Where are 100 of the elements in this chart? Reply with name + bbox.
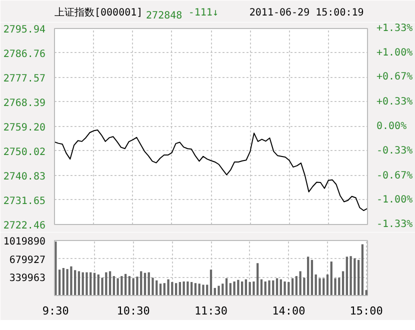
bar	[256, 263, 259, 296]
bar	[210, 270, 212, 296]
bar	[322, 278, 325, 296]
text: -111↓	[188, 8, 218, 18]
y-tick-label: 1019890	[3, 236, 46, 248]
bar	[206, 284, 208, 296]
bar	[358, 260, 360, 296]
bar	[276, 278, 278, 296]
bar	[346, 256, 348, 296]
y-tick-label: 2731.65	[3, 196, 46, 207]
y-tick-label: 2795.94	[3, 24, 46, 36]
bar	[314, 274, 317, 296]
bar	[299, 271, 302, 296]
bar	[318, 278, 321, 296]
bar	[171, 282, 174, 296]
bar	[62, 268, 64, 296]
bar	[144, 272, 146, 296]
y2-tick-label: -1.33%	[376, 219, 413, 230]
y2-tick-label: -0.67%	[376, 170, 413, 182]
bar	[112, 276, 115, 296]
bar	[132, 278, 134, 296]
bar	[268, 280, 270, 296]
bar	[218, 286, 220, 296]
y2-tick-label: 0.00%	[376, 121, 407, 132]
y-tick-label: 2759.20	[3, 122, 46, 134]
bar	[338, 278, 340, 296]
bar	[182, 281, 185, 296]
text: 272848	[146, 10, 182, 22]
bar	[78, 271, 80, 296]
y2-tick-label: -1.00%	[376, 194, 413, 206]
y2-tick-label: +1.00%	[376, 47, 413, 58]
bar	[186, 281, 189, 296]
bar	[74, 270, 76, 296]
bar	[288, 282, 290, 296]
bar	[120, 276, 123, 296]
bar	[167, 279, 170, 296]
bar	[284, 281, 286, 296]
bar	[97, 274, 100, 296]
bar	[90, 272, 92, 296]
x-tick-label: 15:00	[350, 304, 383, 318]
bar	[361, 244, 364, 296]
y-tick-label: 679927	[9, 254, 46, 266]
line-series	[54, 129, 368, 212]
bar	[148, 272, 150, 296]
y2-tick-label: +0.33%	[376, 96, 413, 108]
bar	[225, 278, 228, 296]
y-tick-label: 2722.46	[3, 220, 46, 232]
bar	[198, 284, 200, 296]
chart-title: 上证指数[000001]	[54, 6, 143, 18]
bar	[159, 284, 162, 296]
bar	[128, 276, 131, 296]
bar	[350, 256, 352, 296]
y2-tick-label: +1.33%	[376, 23, 413, 34]
bar	[66, 269, 68, 296]
bar	[291, 278, 294, 296]
y-tick-label: 2777.57	[3, 74, 46, 84]
y2-tick-label: +0.67%	[376, 72, 413, 83]
bar	[342, 271, 344, 296]
bar	[237, 280, 240, 296]
bar	[190, 282, 193, 296]
y-tick-label: 2768.39	[3, 98, 46, 109]
bar	[70, 266, 72, 296]
bar	[156, 280, 158, 296]
bar	[202, 284, 204, 296]
bar	[310, 260, 314, 296]
x-tick-label: 11:30	[194, 304, 228, 318]
y-tick-label: 2750.02	[3, 146, 46, 158]
bar	[124, 274, 127, 296]
bar	[116, 278, 119, 296]
bar	[105, 272, 108, 296]
bar	[354, 258, 356, 296]
text: 2011-06-29 15:00:19	[249, 8, 364, 18]
bar	[86, 272, 88, 296]
y-tick-label: 2740.83	[3, 172, 46, 182]
bar	[326, 274, 329, 296]
bar	[163, 283, 166, 296]
bar	[272, 280, 274, 296]
bar	[241, 281, 244, 296]
bar	[330, 262, 332, 296]
x-tick-label: 9:30	[42, 304, 69, 318]
bar	[260, 279, 263, 296]
bar	[229, 283, 232, 296]
bar	[174, 283, 178, 296]
bar	[194, 283, 197, 296]
y-tick-label: 2786.76	[3, 48, 46, 60]
bar	[58, 270, 61, 296]
bar	[307, 256, 310, 296]
bar	[264, 281, 266, 296]
bar	[222, 284, 224, 296]
bar	[82, 272, 84, 296]
y2-tick-label: -0.33%	[376, 145, 413, 156]
bar	[178, 282, 181, 296]
y-tick-label: 339963	[9, 273, 46, 284]
bar	[244, 279, 248, 296]
bar	[140, 271, 142, 296]
x-tick-label: 10:30	[116, 304, 150, 318]
x-tick-label: 14:00	[272, 304, 306, 318]
bar	[233, 281, 236, 296]
bar	[108, 271, 112, 296]
bar	[280, 279, 282, 296]
